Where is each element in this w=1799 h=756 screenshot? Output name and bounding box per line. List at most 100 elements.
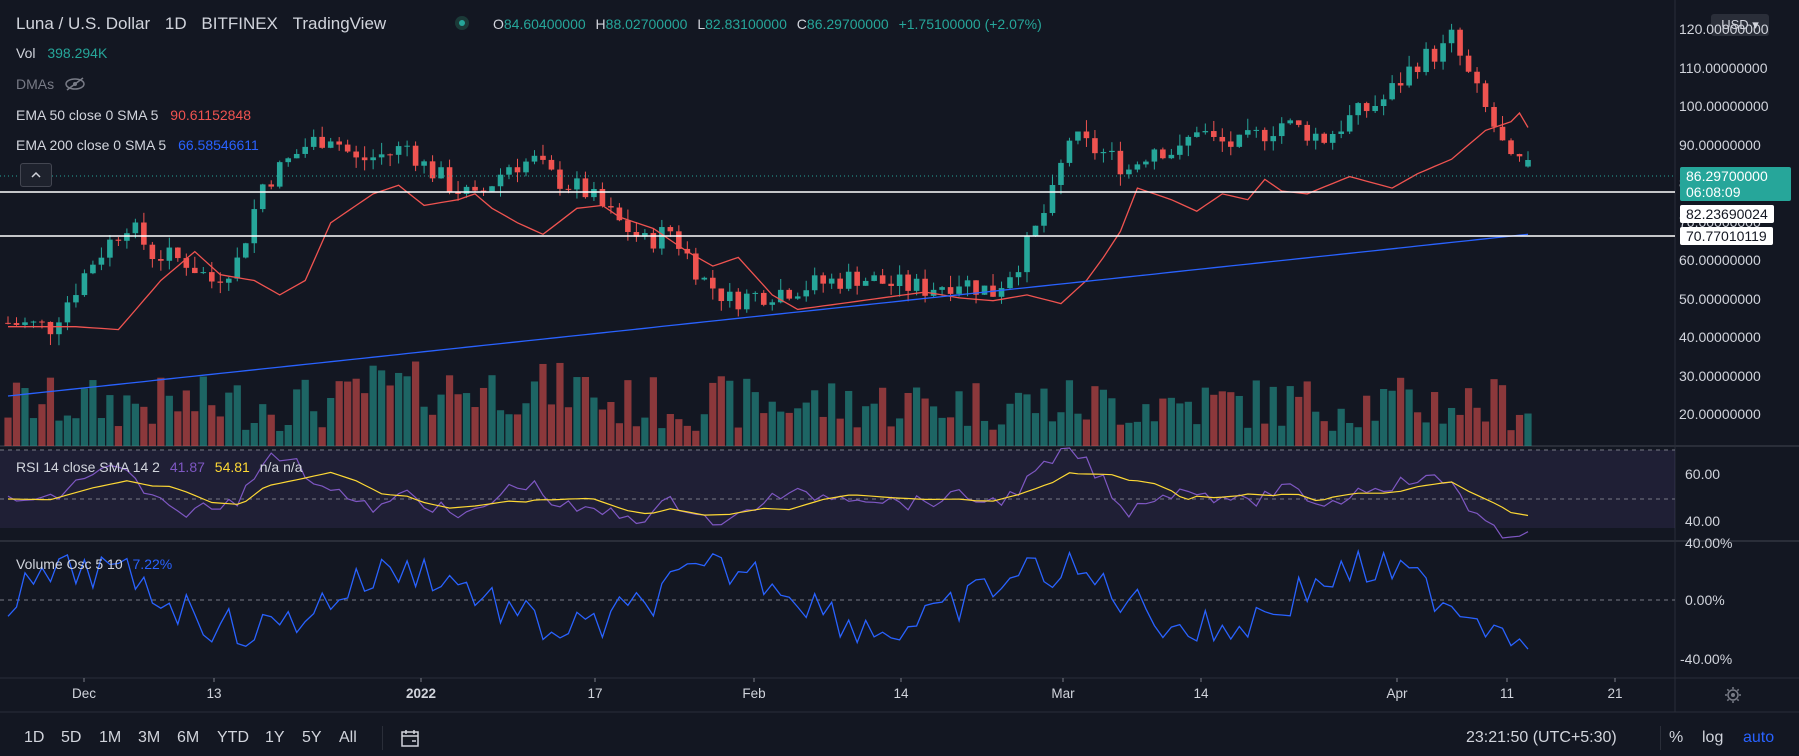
candle-body: [1380, 99, 1387, 106]
timeframe-3m-button[interactable]: 3M: [138, 729, 161, 746]
candle-body: [828, 278, 835, 284]
volume-bar: [488, 375, 496, 446]
candle-body: [30, 321, 37, 323]
candle-body: [1414, 66, 1421, 73]
candle-body: [650, 233, 657, 249]
candle-body: [1465, 55, 1472, 72]
candle-body: [1041, 213, 1047, 226]
candle-body: [1287, 120, 1294, 124]
volume-bar: [1312, 411, 1320, 446]
clock-timezone[interactable]: 23:21:50 (UTC+5:30): [1466, 729, 1617, 746]
volume-bar: [632, 426, 640, 446]
candle-body: [710, 277, 716, 289]
goto-date-icon[interactable]: [400, 728, 422, 755]
currency-select[interactable]: USD ▾: [1711, 14, 1769, 36]
volume-bar: [1116, 424, 1125, 446]
volume-bar: [437, 394, 445, 446]
volume-bar: [1498, 385, 1507, 446]
auto-scale-button[interactable]: auto: [1743, 729, 1775, 746]
volume-bar: [522, 403, 530, 446]
candle-body: [1516, 154, 1523, 157]
volume-bar: [1295, 396, 1303, 446]
price-axis-label: 20.00000000: [1679, 406, 1761, 423]
candle-body: [1321, 133, 1328, 143]
price-axis-label: 110.00000000: [1679, 59, 1768, 76]
candle-body: [777, 289, 784, 303]
timeframe-ytd-button[interactable]: YTD: [217, 729, 249, 746]
candle-body: [1278, 123, 1285, 137]
chevron-down-icon: ▾: [1752, 17, 1759, 32]
volume-bar: [1031, 413, 1040, 446]
volume-bar: [1422, 422, 1430, 446]
volume-bar: [344, 381, 352, 446]
volume-legend[interactable]: Vol 398.294K: [16, 45, 108, 61]
candle-body: [1253, 129, 1260, 131]
candle-body: [208, 272, 215, 282]
candle-body: [39, 321, 45, 323]
volume-bar: [921, 398, 929, 446]
timeframe-1y-button[interactable]: 1Y: [265, 729, 285, 746]
timeframe-1m-button[interactable]: 1M: [99, 729, 122, 746]
volume-bar: [63, 415, 72, 446]
candle-body: [582, 178, 589, 198]
volume-bar: [1227, 392, 1235, 446]
ema50-legend[interactable]: EMA 50 close 0 SMA 5 90.61152848: [16, 107, 252, 123]
time-axis-label: 13: [206, 686, 222, 701]
volume-bar: [1201, 387, 1209, 446]
candle-body: [718, 288, 725, 302]
timeframe-1d-button[interactable]: 1D: [24, 729, 45, 746]
candle-body: [506, 167, 512, 175]
volume-bar: [734, 427, 742, 446]
toolbar-divider: [1660, 726, 1661, 750]
candle-body: [1160, 149, 1166, 159]
rsi-axis-label: 40.00: [1685, 513, 1721, 529]
volume-bar: [157, 377, 165, 446]
percent-scale-button[interactable]: %: [1669, 729, 1684, 746]
price-axis-label: 90.00000000: [1679, 136, 1761, 153]
dmas-legend[interactable]: DMAs: [16, 76, 86, 94]
volume-bar: [649, 377, 657, 446]
collapse-legend-button[interactable]: [20, 163, 52, 187]
ema200-legend[interactable]: EMA 200 close 0 SMA 5 66.58546611: [16, 137, 259, 153]
market-status-icon: [455, 16, 469, 30]
settings-gear-icon[interactable]: [1724, 686, 1742, 709]
volume-bar: [726, 380, 734, 446]
volume-bar: [955, 391, 963, 446]
candle-body: [387, 154, 393, 156]
volume-bar: [1125, 422, 1133, 446]
log-scale-button[interactable]: log: [1702, 729, 1724, 746]
volume-bar: [1184, 401, 1192, 446]
rsi-legend[interactable]: RSI 14 close SMA 14 2 41.87 54.81 n/a n/…: [16, 459, 303, 475]
volume-bar: [997, 424, 1006, 446]
candle-body: [616, 207, 623, 221]
timeframe-6m-button[interactable]: 6M: [177, 729, 200, 746]
timeframe-5y-button[interactable]: 5Y: [302, 729, 322, 746]
volume-bar: [590, 397, 598, 446]
candle-body: [939, 287, 945, 290]
time-axis-label: Apr: [1386, 686, 1408, 701]
volume-bar: [1150, 421, 1158, 446]
horizontal-line-2-tag: 70.77010119: [1680, 227, 1773, 245]
exchange-label: BITFINEX: [201, 14, 278, 33]
candle-body: [1491, 106, 1497, 127]
candle-body: [947, 287, 954, 294]
eye-off-icon[interactable]: [64, 77, 86, 94]
volume-bar: [717, 376, 725, 446]
timeframe-all-button[interactable]: All: [339, 729, 357, 746]
candle-body: [854, 271, 860, 286]
candle-body: [395, 146, 402, 155]
volume-bar: [743, 378, 751, 446]
candle-body: [888, 283, 894, 286]
candle-body: [1474, 71, 1480, 84]
volume-osc-legend[interactable]: Volume Osc 5 10 7.22%: [16, 556, 173, 572]
ema200-line: [7, 233, 1529, 397]
volume-bar: [445, 375, 454, 446]
candle-body: [429, 161, 436, 179]
timeframe-5d-button[interactable]: 5D: [61, 729, 82, 746]
chevron-up-icon: [31, 171, 41, 178]
symbol-title[interactable]: Luna / U.S. Dollar 1D BITFINEX TradingVi…: [16, 14, 386, 34]
candle-body: [353, 151, 359, 158]
volume-bar: [751, 392, 759, 446]
candle-body: [862, 280, 869, 286]
